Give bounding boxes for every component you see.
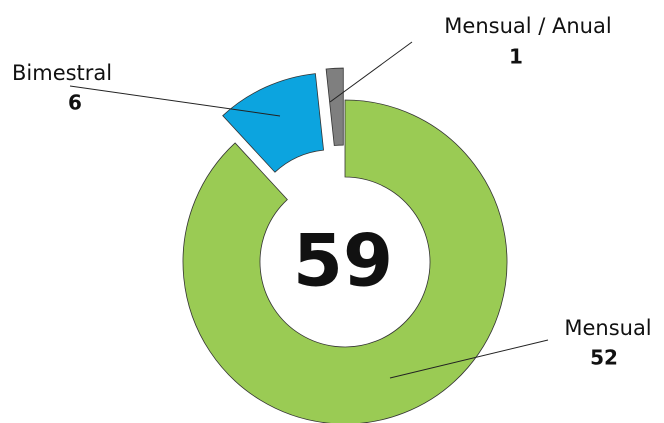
slice-label: Mensual / Anual <box>444 14 611 38</box>
leader-line <box>389 339 549 379</box>
donut-slice <box>182 99 508 423</box>
donut-slice <box>222 73 325 173</box>
leader-line <box>69 85 281 117</box>
slice-label: Bimestral <box>12 61 112 85</box>
donut-slice <box>325 67 344 146</box>
leader-line <box>329 41 413 103</box>
slice-label: Mensual <box>564 316 651 340</box>
slice-value: 6 <box>68 91 82 115</box>
slice-value: 1 <box>509 45 523 69</box>
center-total: 59 <box>293 219 393 303</box>
slice-value: 52 <box>590 346 618 370</box>
